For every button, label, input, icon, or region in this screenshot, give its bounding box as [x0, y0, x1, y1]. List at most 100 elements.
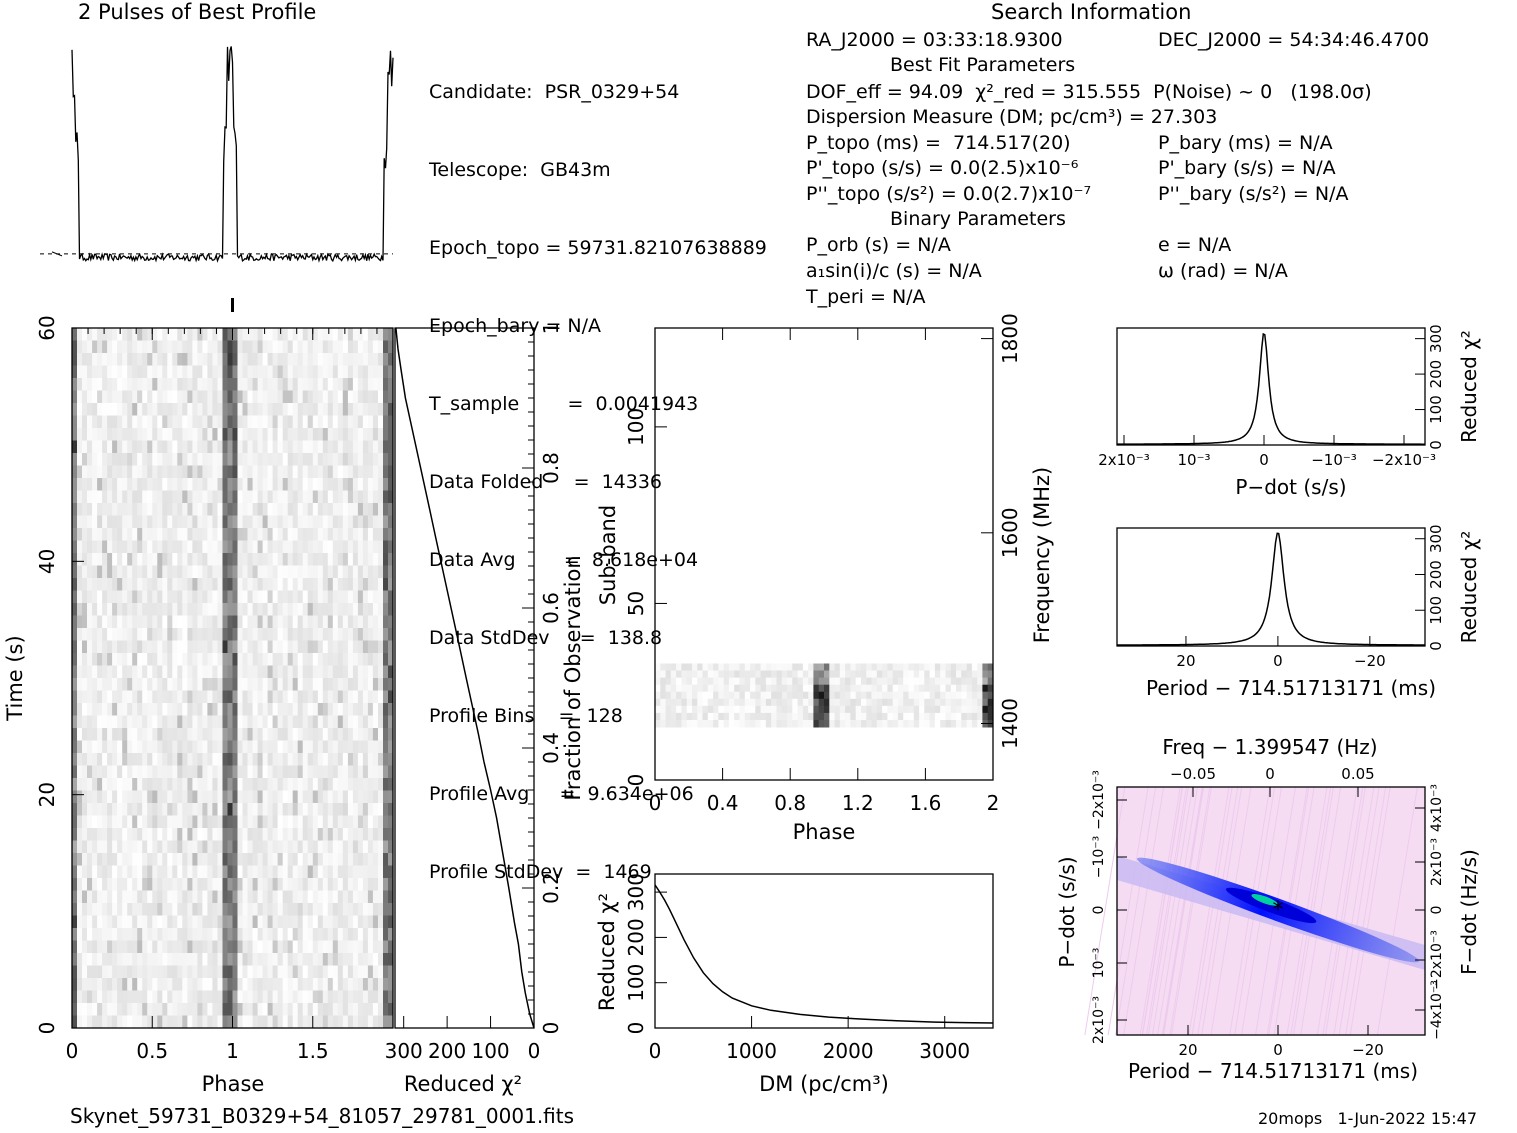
heatmap-cell: [252, 440, 258, 454]
heatmap-cell: [87, 840, 93, 854]
heatmap-cell: [177, 653, 183, 666]
info-tperi: T_peri = N/A: [806, 286, 926, 308]
heatmap-cell: [82, 928, 88, 941]
heatmap-cell: [347, 365, 354, 379]
heatmap-cell: [282, 915, 289, 929]
heatmap-cell: [177, 465, 183, 479]
heatmap-cell: [132, 853, 138, 866]
heatmap-cell: [172, 815, 178, 829]
heatmap-cell: [222, 678, 228, 691]
heatmap-cell: [162, 1003, 168, 1016]
heatmap-cell: [217, 378, 223, 391]
heatmap-cell: [82, 465, 88, 479]
heatmap-cell: [112, 628, 118, 641]
heatmap-cell: [681, 720, 688, 728]
heatmap-cell: [232, 428, 238, 441]
heatmap-cell: [217, 815, 223, 829]
heatmap-cell: [167, 415, 173, 429]
heatmap-cell: [102, 790, 108, 804]
heatmap-cell: [787, 677, 793, 686]
heatmap-cell: [137, 915, 143, 929]
heatmap-cell: [192, 765, 198, 779]
heatmap-cell: [107, 628, 113, 641]
heatmap-cell: [227, 328, 233, 341]
heatmap-cell: [267, 665, 273, 679]
heatmap-cell: [172, 903, 178, 916]
heatmap-cell: [262, 340, 268, 354]
heatmap-cell: [337, 803, 344, 816]
heatmap-cell: [297, 540, 304, 554]
heatmap-cell: [117, 503, 123, 516]
heatmap-cell: [871, 663, 878, 671]
heatmap-cell: [212, 1003, 218, 1016]
heatmap-cell: [82, 1003, 88, 1016]
heatmap-cell: [97, 978, 103, 991]
heatmap-cell: [262, 803, 268, 816]
heatmap-cell: [282, 690, 289, 704]
heatmap-cell: [378, 840, 384, 854]
heatmap-cell: [197, 990, 203, 1004]
heatmap-cell: [167, 453, 173, 466]
texture-line: [1141, 786, 1183, 1036]
heatmap-cell: [292, 853, 299, 866]
heatmap-cell: [97, 990, 103, 1004]
heatmap-cell: [92, 965, 98, 979]
heatmap-cell: [760, 712, 767, 721]
heatmap-cell: [372, 515, 379, 529]
heatmap-cell: [372, 753, 379, 766]
heatmap-cell: [383, 878, 389, 891]
heatmap-cell: [797, 670, 804, 678]
heatmap-cell: [132, 828, 138, 841]
heatmap-cell: [182, 953, 188, 966]
heatmap-cell: [312, 453, 319, 466]
heatmap-cell: [252, 978, 258, 991]
heatmap-cell: [127, 365, 133, 379]
x-tick-label: −10⁻³: [1311, 451, 1357, 469]
heatmap-cell: [388, 790, 394, 804]
heatmap-cell: [152, 828, 158, 841]
heatmap-cell: [122, 578, 128, 591]
heatmap-cell: [292, 403, 299, 416]
heatmap-cell: [102, 853, 108, 866]
heatmap-cell: [940, 670, 946, 678]
heatmap-cell: [312, 815, 319, 829]
heatmap-cell: [966, 698, 973, 707]
heatmap-cell: [157, 740, 163, 754]
heatmap-cell: [227, 903, 233, 916]
heatmap-cell: [232, 465, 238, 479]
heatmap-cell: [242, 415, 248, 429]
heatmap-cell: [132, 865, 138, 879]
heatmap-cell: [82, 365, 88, 379]
heatmap-cell: [302, 803, 309, 816]
heatmap-cell: [378, 940, 384, 954]
heatmap-cell: [818, 691, 825, 700]
heatmap-cell: [378, 640, 384, 654]
heatmap-cell: [861, 677, 867, 686]
heatmap-cell: [137, 590, 143, 604]
heatmap-cell: [956, 720, 962, 728]
heatmap-cell: [167, 365, 173, 379]
heatmap-cell: [357, 828, 364, 841]
heatmap-cell: [142, 840, 148, 854]
heatmap-cell: [302, 365, 309, 379]
heatmap-cell: [192, 578, 198, 591]
heatmap-cell: [383, 715, 389, 729]
heatmap-cell: [112, 440, 118, 454]
heatmap-cell: [72, 903, 78, 916]
heatmap-cell: [82, 715, 88, 729]
heatmap-cell: [147, 328, 153, 341]
heatmap-cell: [137, 503, 143, 516]
heatmap-cell: [755, 684, 761, 693]
heatmap-cell: [172, 490, 178, 504]
heatmap-cell: [232, 840, 238, 854]
heatmap-cell: [292, 953, 299, 966]
heatmap-cell: [272, 478, 278, 491]
heatmap-cell: [850, 670, 857, 678]
heatmap-cell: [372, 890, 379, 904]
heatmap-cell: [282, 678, 289, 691]
heatmap-cell: [317, 878, 324, 891]
heatmap-cell: [332, 603, 339, 616]
heatmap-cell: [157, 490, 163, 504]
heatmap-cell: [307, 340, 314, 354]
